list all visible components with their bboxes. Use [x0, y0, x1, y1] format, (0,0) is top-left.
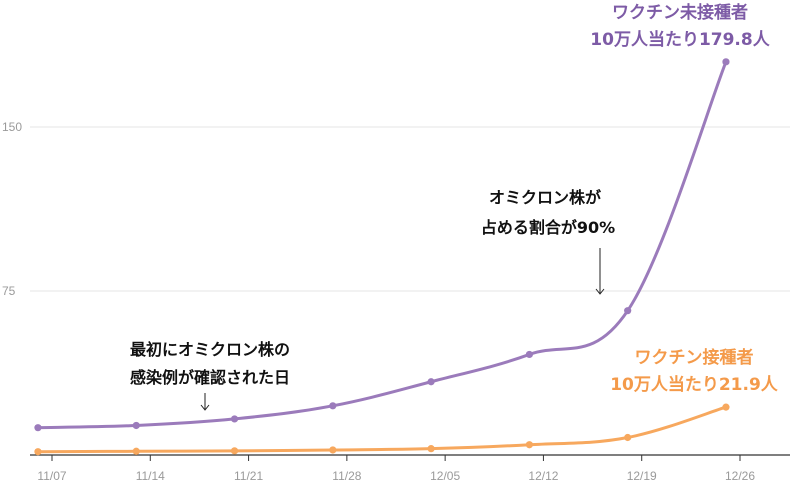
x-tick-label: 11/14	[136, 469, 165, 483]
data-point	[329, 402, 337, 410]
data-point	[230, 447, 239, 455]
data-point	[329, 446, 337, 454]
series-0	[34, 58, 730, 432]
annotation-vaccinated-line1: ワクチン接種者	[635, 347, 754, 368]
data-point	[427, 445, 435, 453]
data-point	[230, 415, 239, 423]
data-point	[624, 433, 632, 442]
data-point	[132, 447, 140, 455]
annotation-unvaccinated: ワクチン未接種者 10万人当たり179.8人	[590, 2, 770, 50]
annotation-vaccinated: ワクチン接種者 10万人当たり21.9人	[610, 347, 779, 395]
data-point	[722, 403, 730, 411]
x-tick-label: 12/05	[430, 469, 460, 483]
series-line	[36, 405, 728, 454]
series-layer	[34, 58, 730, 456]
series-1	[34, 403, 730, 456]
omicron-90-arrow-icon	[595, 248, 605, 295]
data-point	[722, 58, 730, 66]
gridlines	[30, 126, 790, 292]
x-tick-label: 11/07	[37, 469, 66, 483]
first-case-arrow-icon	[200, 393, 210, 411]
annotation-first-case: 最初にオミクロン株の 感染例が確認された日	[130, 340, 290, 411]
x-tick-label: 12/26	[725, 469, 755, 483]
x-tick-label: 12/12	[528, 469, 558, 483]
x-tick-label: 11/21	[234, 469, 263, 483]
annotation-omicron-90-line1: オミクロン株が	[489, 188, 601, 207]
data-point	[34, 448, 42, 456]
annotation-unvaccinated-line1: ワクチン未接種者	[612, 2, 748, 23]
annotation-omicron-90: オミクロン株が 占める割合が90%	[481, 188, 615, 295]
series-line	[36, 60, 728, 430]
annotation-vaccinated-line2: 10万人当たり21.9人	[610, 374, 779, 395]
data-point	[427, 378, 435, 386]
data-point	[525, 350, 533, 359]
x-tick-label: 11/28	[332, 469, 361, 483]
x-tick-label: 12/19	[627, 469, 657, 483]
annotation-first-case-line2: 感染例が確認された日	[130, 368, 290, 387]
y-tick-label: 75	[2, 284, 16, 298]
annotation-unvaccinated-line2: 10万人当たり179.8人	[590, 29, 770, 50]
data-point	[624, 307, 632, 315]
data-point	[132, 421, 140, 430]
annotation-omicron-90-line2: 占める割合が90%	[481, 218, 615, 237]
y-axis-ticks: 75 150	[2, 120, 22, 298]
data-point	[525, 441, 533, 449]
data-point	[34, 424, 42, 432]
x-axis-ticks: 11/07 11/14 11/21 11/28 12/05 12/12 12/19 12/26	[37, 455, 755, 483]
y-tick-label: 150	[2, 120, 22, 134]
annotation-first-case-line1: 最初にオミクロン株の	[130, 340, 290, 359]
